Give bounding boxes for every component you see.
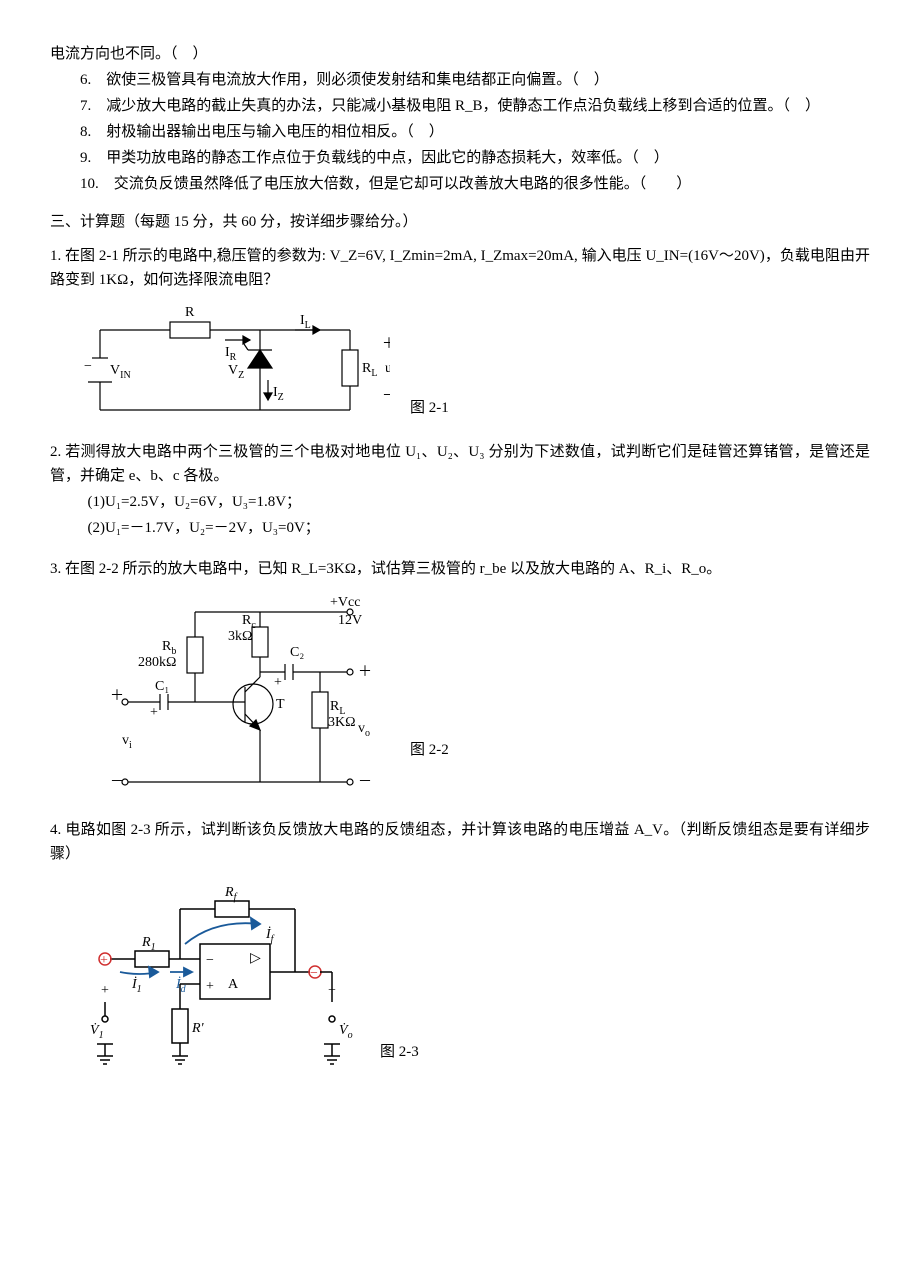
circuit-2-3-svg: + − − + ▷ A Rf İf R1 İ1 İd R' V̇1 V̇o + … (50, 884, 360, 1074)
tf-item-9: 9. 甲类功放电路的静态工作点位于负载线的中点，因此它的静态损耗大，效率低。（ … (50, 146, 870, 170)
label-c1-plus: + (150, 705, 158, 720)
label-Id: İd (175, 976, 187, 995)
problem-3-text: 3. 在图 2-2 所示的放大电路中，已知 R_L=3KΩ，试估算三极管的 r_… (50, 554, 870, 584)
label-RL-val: 3KΩ (328, 715, 356, 730)
figure-2-3: + − − + ▷ A Rf İf R1 İ1 İd R' V̇1 V̇o + … (50, 884, 870, 1074)
label-minus-uo: － (382, 389, 390, 404)
circuit-2-1-svg: R IR IL VIN − VZ IZ RL ＋ uO － (50, 300, 390, 430)
figure-2-3-caption: 图 2-3 (380, 1040, 419, 1074)
problem-2-sub1: (1)U₁=2.5V，U₂=6V，U₃=1.8V； (88, 490, 871, 514)
tf-item-8: 8. 射极输出器输出电压与输入电压的相位相反。（ ） (50, 120, 870, 144)
circuit-2-2-svg: +Vcc 12V Rb 280kΩ Rc 3kΩ C₁ + C₂ + T RL … (50, 592, 390, 802)
label-minus-vin: − (84, 359, 92, 374)
figure-2-1: R IR IL VIN − VZ IZ RL ＋ uO － 图 2-1 (50, 300, 870, 430)
op-tri: ▷ (250, 951, 261, 966)
label-vi: vi (122, 733, 132, 751)
label-C2: C₂ (290, 645, 304, 660)
label-VZ: VZ (228, 363, 244, 381)
label-out-plus: + (328, 983, 336, 998)
op-plus: + (206, 979, 214, 994)
label-Rprime: R' (191, 1021, 205, 1036)
problem-2-text: 2. 若测得放大电路中两个三极管的三个电极对地电位 U₁、U₂、U₃ 分别为下述… (50, 440, 870, 488)
label-IR: IR (225, 345, 237, 363)
tf-item-5-tail: 电流方向也不同。（ ） (50, 42, 870, 66)
label-VIN: VIN (110, 363, 131, 381)
label-Vo: V̇o (339, 1022, 353, 1041)
problem-2-sub2: (2)U₁=－1.7V，U₂=－2V，U₃=0V； (88, 516, 871, 540)
op-minus: − (206, 953, 214, 968)
terminal-plus-icon: + (100, 953, 108, 968)
problem-4-text: 4. 电路如图 2-3 所示，试判断该负反馈放大电路的反馈组态，并计算该电路的电… (50, 818, 870, 866)
label-RL: RL (362, 361, 377, 379)
label-vo: vo (358, 721, 370, 739)
label-in-plus: + (101, 983, 109, 998)
label-Rb-val: 280kΩ (138, 655, 176, 670)
label-If: İf (265, 926, 275, 945)
label-vi-plus: ＋ (110, 689, 124, 704)
label-Vcc-val: 12V (338, 613, 362, 628)
label-c2-plus: + (274, 675, 282, 690)
tf-item-10: 10. 交流负反馈虽然降低了电压放大倍数，但是它却可以改善放大电路的很多性能。（… (50, 172, 870, 196)
figure-2-1-caption: 图 2-1 (410, 396, 449, 430)
label-IL: IL (300, 313, 311, 331)
label-I1: İ1 (131, 976, 142, 995)
section3-title: 三、计算题（每题 15 分，共 60 分，按详细步骤给分。） (50, 210, 870, 234)
label-C1: C₁ (155, 679, 169, 694)
figure-2-2: +Vcc 12V Rb 280kΩ Rc 3kΩ C₁ + C₂ + T RL … (50, 592, 870, 802)
label-IZ: IZ (273, 385, 284, 403)
figure-2-2-caption: 图 2-2 (410, 738, 449, 802)
label-Vcc: +Vcc (330, 595, 360, 610)
problem-1-text: 1. 在图 2-1 所示的电路中,稳压管的参数为: V_Z=6V, I_Zmin… (50, 244, 870, 292)
label-R: R (185, 305, 195, 320)
label-T: T (276, 697, 285, 712)
label-plus-uo: ＋ (382, 337, 390, 352)
label-Rc-val: 3kΩ (228, 629, 252, 644)
terminal-minus-icon: − (310, 966, 318, 981)
label-vo-plus: ＋ (358, 665, 372, 680)
label-vo-minus: － (358, 775, 372, 790)
label-V1: V̇1 (90, 1022, 104, 1041)
tf-item-6: 6. 欲使三极管具有电流放大作用，则必须使发射结和集电结都正向偏置。（ ） (50, 68, 870, 92)
label-vi-minus: － (110, 775, 124, 790)
tf-item-7: 7. 减少放大电路的截止失真的办法，只能减小基极电阻 R_B，使静态工作点沿负载… (50, 94, 870, 118)
op-A: A (228, 977, 239, 992)
label-uO: uO (385, 361, 390, 379)
